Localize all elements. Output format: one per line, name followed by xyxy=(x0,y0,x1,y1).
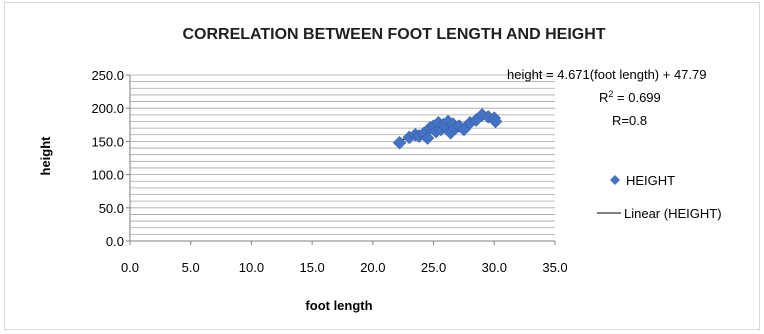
x-axis-title: foot length xyxy=(305,298,372,313)
x-tick-label: 25.0 xyxy=(421,260,446,275)
r-squared-symbol: R xyxy=(599,90,608,105)
x-tick-label: 30.0 xyxy=(482,260,507,275)
r-squared-value: = 0.699 xyxy=(613,90,660,105)
legend: HEIGHT Linear (HEIGHT) xyxy=(597,173,722,221)
axes xyxy=(126,74,556,245)
y-tick-label: 0.0 xyxy=(106,234,124,249)
x-tick-labels: 0.0 5.0 10.0 15.0 20.0 25.0 30.0 35.0 xyxy=(121,260,568,275)
x-tick-label: 20.0 xyxy=(360,260,385,275)
x-tick-label: 5.0 xyxy=(182,260,200,275)
y-tick-label: 250.0 xyxy=(91,68,124,83)
chart-title: CORRELATION BETWEEN FOOT LENGTH AND HEIG… xyxy=(182,26,605,43)
scatter-point xyxy=(488,114,503,129)
legend-label-linear: Linear (HEIGHT) xyxy=(624,206,722,221)
scatter-point xyxy=(420,131,435,145)
y-tick-labels: 0.0 50.0 100.0 150.0 200.0 250.0 xyxy=(91,68,124,249)
y-tick-label: 150.0 xyxy=(91,134,124,149)
x-tick-label: 35.0 xyxy=(542,260,567,275)
trendline-equation: height = 4.671(foot length) + 47.79 xyxy=(507,67,707,82)
r-squared-superscript: 2 xyxy=(608,89,613,99)
y-axis-title: height xyxy=(38,136,53,176)
y-tick-label: 200.0 xyxy=(91,101,124,116)
legend-diamond-marker xyxy=(610,175,620,185)
y-tick-label: 100.0 xyxy=(91,168,124,183)
r-value-label: R=0.8 xyxy=(612,113,647,128)
x-tick-label: 15.0 xyxy=(299,260,324,275)
scatter-point xyxy=(392,135,407,150)
chart-area: CORRELATION BETWEEN FOOT LENGTH AND HEIG… xyxy=(4,2,760,330)
r-squared-label: R2 = 0.699 xyxy=(599,89,661,105)
x-tick-label: 0.0 xyxy=(121,260,139,275)
y-tick-label: 50.0 xyxy=(99,201,124,216)
scatter-points xyxy=(392,107,503,150)
x-tick-label: 10.0 xyxy=(239,260,264,275)
gridlines xyxy=(130,74,555,235)
legend-label-height: HEIGHT xyxy=(626,173,675,188)
chart-svg: CORRELATION BETWEEN FOOT LENGTH AND HEIG… xyxy=(38,26,722,313)
